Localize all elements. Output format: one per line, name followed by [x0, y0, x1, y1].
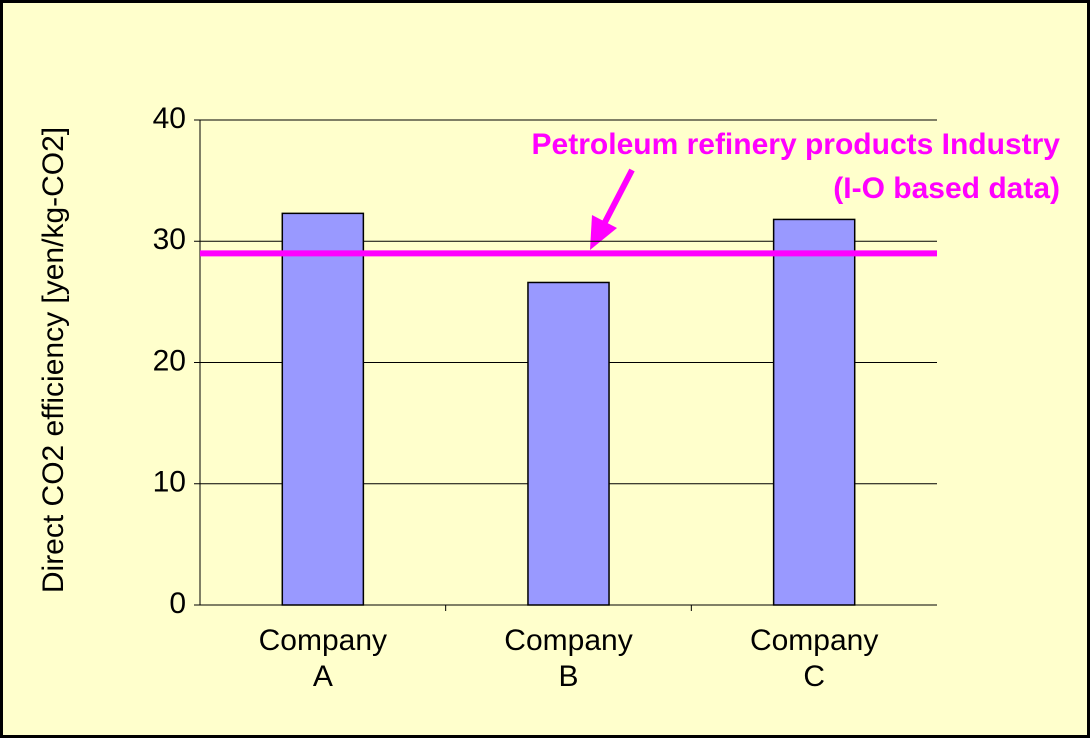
y-axis-label: Direct CO2 efficiency [yen/kg-CO2]	[37, 127, 70, 593]
y-tick-label: 40	[153, 102, 186, 135]
bar	[281, 212, 365, 606]
annotation-arrow	[600, 168, 635, 228]
x-tick-label: Company C	[749, 624, 879, 693]
reference-label: Petroleum refinery products Industry	[532, 128, 1061, 161]
x-tick-label: Company A	[258, 624, 388, 693]
x-tick-label: Company B	[504, 624, 633, 693]
y-tick-label: 0	[169, 587, 186, 620]
reference-label: (I-O based data)	[833, 172, 1060, 205]
y-tick-label: 20	[153, 344, 186, 377]
bar	[527, 281, 610, 606]
y-tick-label: 30	[153, 223, 186, 256]
bar	[772, 218, 856, 606]
y-tick-label: 10	[153, 466, 186, 499]
